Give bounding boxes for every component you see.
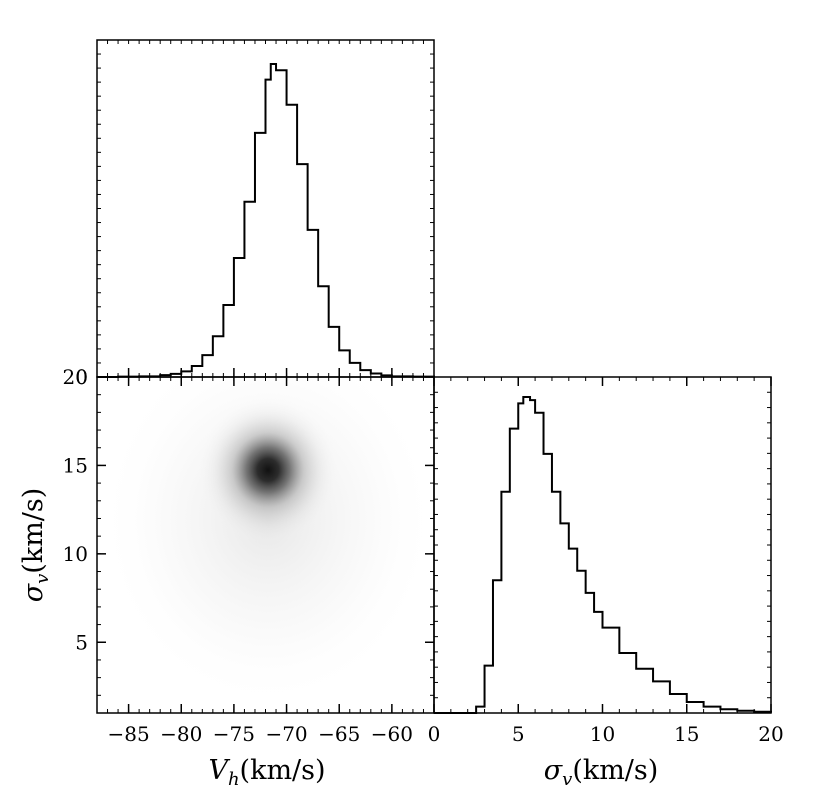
heatmap-density (98, 377, 434, 710)
ylabel-left-sub: v (32, 574, 53, 584)
heatmap-core (196, 395, 340, 545)
svg-text:σv(km/s): σv(km/s) (18, 488, 53, 603)
xtick-label-right: 0 (428, 722, 441, 746)
svg-text:Vh(km/s): Vh(km/s) (208, 755, 325, 790)
xlabel-left-sub: h (228, 769, 240, 790)
xtick-label-left: −60 (371, 722, 413, 746)
xlabel-right: σv(km/s) (544, 755, 659, 790)
ytick-label-left: 10 (63, 542, 88, 566)
xlabel-left: Vh(km/s) (208, 755, 325, 790)
xlabel-right-sub: v (562, 769, 572, 790)
xtick-label-left: −65 (318, 722, 360, 746)
xtick-label-right: 15 (674, 722, 699, 746)
xtick-label-left: −75 (213, 722, 255, 746)
xtick-label-left: −80 (160, 722, 202, 746)
xtick-label-right: 10 (590, 722, 615, 746)
ytick-label-left: 15 (63, 453, 88, 477)
svg-text:σv(km/s): σv(km/s) (544, 755, 659, 790)
ytick-label-left: 20 (63, 365, 88, 389)
panel-bottom-right-frame (433, 376, 772, 714)
xtick-label-left: −70 (265, 722, 307, 746)
xtick-label-left: −85 (107, 722, 149, 746)
ylabel-left-sym: σ (18, 582, 49, 602)
xtick-label-right: 20 (758, 722, 783, 746)
sigma-histogram-line (434, 396, 772, 714)
tick-marks (97, 40, 772, 713)
ytick-label-top: 0 (75, 365, 88, 389)
xlabel-right-sym: σ (544, 755, 564, 786)
xtick-label-right: 5 (512, 722, 525, 746)
xlabel-left-unit: (km/s) (240, 755, 326, 786)
xlabel-right-unit: (km/s) (572, 755, 658, 786)
ylabel-left: σv(km/s) (18, 488, 53, 603)
xlabel-left-sym: V (208, 755, 230, 786)
vh-histogram-line (97, 63, 435, 378)
ytick-label-left: 5 (75, 630, 88, 654)
ylabel-left-unit: (km/s) (18, 488, 49, 574)
